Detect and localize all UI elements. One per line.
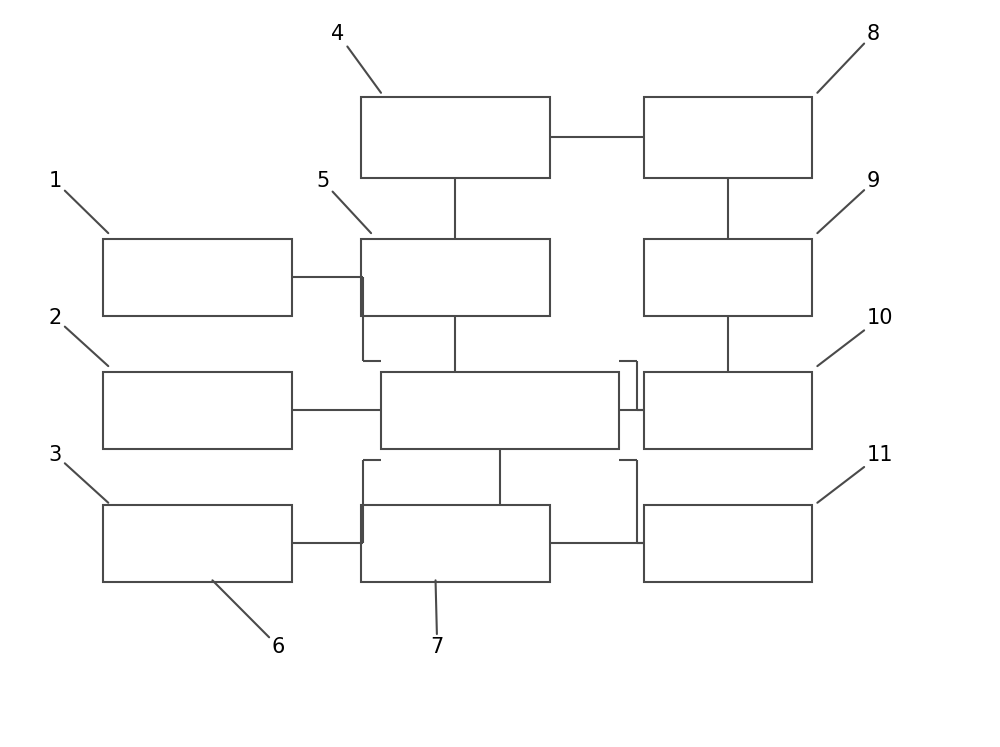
Bar xyxy=(644,239,812,316)
Text: 9: 9 xyxy=(817,172,880,233)
Text: 11: 11 xyxy=(817,444,893,503)
Bar xyxy=(103,505,292,582)
Text: 4: 4 xyxy=(331,24,381,93)
Bar xyxy=(644,372,812,449)
Bar xyxy=(361,239,550,316)
Bar xyxy=(361,505,550,582)
Bar xyxy=(381,372,619,449)
Text: 7: 7 xyxy=(431,580,444,657)
Text: 3: 3 xyxy=(49,444,108,503)
Text: 2: 2 xyxy=(49,308,108,366)
Bar xyxy=(644,96,812,178)
Bar xyxy=(103,372,292,449)
Text: 1: 1 xyxy=(49,172,108,233)
Text: 5: 5 xyxy=(317,172,371,233)
Bar xyxy=(361,96,550,178)
Text: 10: 10 xyxy=(817,308,893,366)
Text: 8: 8 xyxy=(817,24,880,93)
Bar xyxy=(103,239,292,316)
Text: 6: 6 xyxy=(212,580,285,657)
Bar xyxy=(644,505,812,582)
